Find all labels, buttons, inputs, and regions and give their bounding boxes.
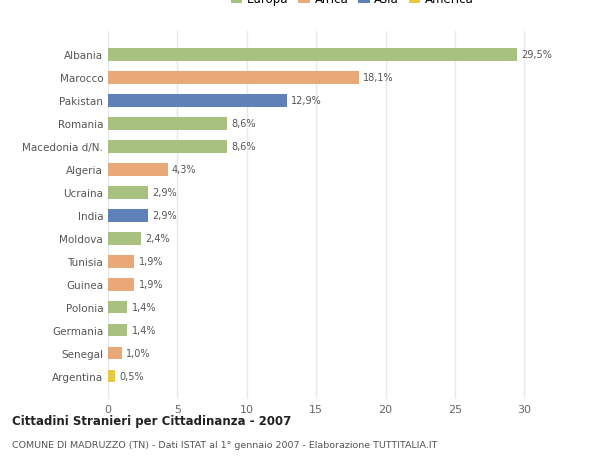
Bar	[108, 347, 122, 360]
Text: 1,0%: 1,0%	[126, 348, 151, 358]
Bar	[108, 301, 127, 314]
Bar	[108, 72, 359, 84]
Bar	[108, 118, 227, 130]
Text: 1,4%: 1,4%	[131, 325, 156, 336]
Text: 8,6%: 8,6%	[232, 142, 256, 152]
Text: 2,9%: 2,9%	[152, 188, 177, 198]
Text: COMUNE DI MADRUZZO (TN) - Dati ISTAT al 1° gennaio 2007 - Elaborazione TUTTITALI: COMUNE DI MADRUZZO (TN) - Dati ISTAT al …	[12, 441, 437, 449]
Text: 18,1%: 18,1%	[364, 73, 394, 83]
Bar	[108, 209, 148, 222]
Text: 2,4%: 2,4%	[145, 234, 170, 244]
Text: 0,5%: 0,5%	[119, 371, 144, 381]
Text: 29,5%: 29,5%	[521, 50, 553, 60]
Bar	[108, 163, 167, 176]
Bar	[108, 140, 227, 153]
Bar	[108, 186, 148, 199]
Bar	[108, 232, 142, 245]
Text: 1,9%: 1,9%	[139, 257, 163, 267]
Text: 1,9%: 1,9%	[139, 280, 163, 290]
Bar	[108, 95, 287, 107]
Bar	[108, 278, 134, 291]
Bar	[108, 255, 134, 268]
Text: 12,9%: 12,9%	[291, 96, 322, 106]
Legend: Europa, Africa, Asia, America: Europa, Africa, Asia, America	[228, 0, 476, 8]
Bar	[108, 49, 517, 62]
Text: 8,6%: 8,6%	[232, 119, 256, 129]
Text: 2,9%: 2,9%	[152, 211, 177, 221]
Text: 4,3%: 4,3%	[172, 165, 196, 175]
Bar	[108, 370, 115, 383]
Bar	[108, 324, 127, 337]
Text: 1,4%: 1,4%	[131, 302, 156, 313]
Text: Cittadini Stranieri per Cittadinanza - 2007: Cittadini Stranieri per Cittadinanza - 2…	[12, 414, 291, 428]
